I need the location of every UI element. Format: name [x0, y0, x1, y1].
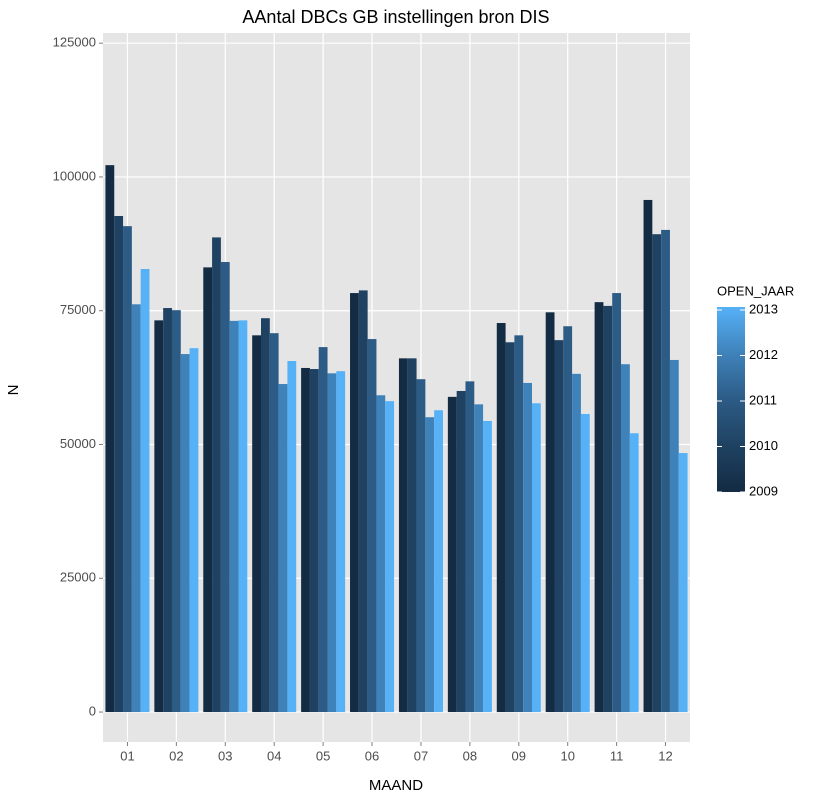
x-axis-title: MAAND — [369, 777, 423, 794]
bar — [301, 367, 310, 713]
bar — [123, 226, 132, 713]
y-tick-label: 75000 — [60, 302, 96, 317]
legend-label: 2011 — [749, 392, 777, 407]
bar — [572, 373, 581, 713]
bar — [416, 379, 426, 713]
bar — [261, 318, 270, 713]
legend-title: OPEN_JAAR — [717, 283, 794, 298]
y-tick-label: 50000 — [60, 436, 96, 451]
x-tick-label: 11 — [610, 748, 624, 763]
bar — [140, 268, 150, 713]
bar — [652, 234, 662, 713]
bar — [474, 404, 484, 713]
bar — [180, 354, 190, 713]
bar — [105, 165, 115, 713]
x-tick-label: 05 — [316, 748, 330, 763]
bar — [434, 410, 443, 713]
bar — [456, 390, 466, 713]
bar — [612, 293, 622, 713]
x-tick-label: 04 — [267, 748, 281, 763]
bar — [131, 304, 141, 713]
bar — [483, 420, 492, 713]
panel — [103, 33, 690, 742]
bar — [287, 361, 297, 713]
bar — [398, 358, 408, 713]
bar — [171, 310, 181, 713]
chart-title: AAntal DBCs GB instellingen bron DIS — [242, 7, 549, 27]
legend-colorbar — [717, 307, 745, 492]
y-axis-title: N — [5, 385, 22, 396]
bar — [447, 396, 457, 713]
bar — [523, 382, 532, 713]
bar — [114, 216, 124, 713]
bar — [220, 262, 230, 713]
bar — [238, 320, 248, 713]
x-tick-label: 02 — [169, 748, 183, 763]
x-tick-label: 09 — [512, 748, 526, 763]
bar — [376, 395, 386, 713]
x-tick-label: 03 — [218, 748, 232, 763]
bar — [465, 381, 475, 713]
bar — [309, 369, 319, 713]
bar — [318, 347, 328, 713]
bar — [514, 335, 524, 713]
bar — [212, 237, 221, 713]
legend-label: 2012 — [749, 347, 778, 362]
legend-label: 2009 — [749, 483, 778, 498]
bar — [531, 403, 541, 713]
bar — [163, 308, 172, 713]
x-tick-label: 08 — [463, 748, 477, 763]
bar — [327, 373, 337, 713]
bar — [621, 364, 630, 713]
x-tick-label: 12 — [658, 748, 672, 763]
bar — [350, 293, 359, 713]
bar — [229, 320, 239, 713]
bar — [629, 433, 639, 713]
bar — [603, 305, 613, 713]
bar — [661, 229, 670, 713]
bar — [669, 359, 679, 713]
bar — [203, 267, 213, 713]
bar — [189, 348, 199, 713]
bar — [407, 358, 417, 713]
bar — [336, 371, 346, 713]
bar — [545, 312, 555, 713]
x-tick-label: 01 — [120, 748, 134, 763]
bar — [678, 453, 688, 713]
y-tick-label: 25000 — [60, 570, 96, 585]
bar — [643, 199, 653, 713]
x-tick-label: 06 — [365, 748, 379, 763]
bar — [594, 302, 604, 713]
bar — [358, 290, 368, 713]
bar — [505, 342, 515, 713]
bar — [563, 326, 573, 713]
bar — [385, 401, 395, 713]
bar — [252, 335, 262, 713]
bar — [425, 417, 435, 713]
x-tick-label: 10 — [560, 748, 574, 763]
legend-label: 2013 — [749, 301, 778, 316]
y-tick-label: 125000 — [53, 35, 96, 50]
bar — [278, 384, 288, 713]
bar — [580, 413, 590, 713]
bar — [269, 333, 279, 713]
bar — [367, 339, 377, 713]
bar — [496, 323, 506, 713]
legend-label: 2010 — [749, 438, 778, 453]
bar — [154, 320, 164, 713]
bar — [554, 340, 564, 713]
y-tick-label: 0 — [89, 703, 96, 718]
x-tick-label: 07 — [414, 748, 428, 763]
y-tick-label: 100000 — [53, 168, 96, 183]
